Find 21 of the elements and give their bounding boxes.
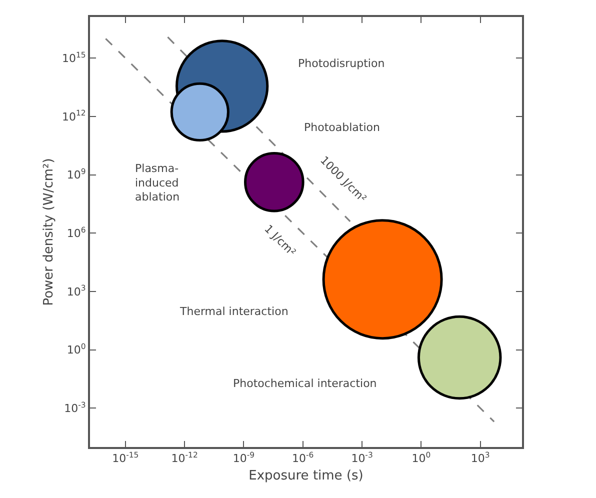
x-tick-label: 10$^{-15}$ [112,450,139,466]
y-tick-label: 10$^{6}$ [66,225,86,240]
y-tick-label: 10$^{-3}$ [64,400,86,415]
annotation: Plasma- induced ablation [135,162,180,204]
x-axis-title: Exposure time (s) [248,468,364,484]
x-tick-label: 10$^{0}$ [412,450,431,466]
x-tick-label: 10$^{3}$ [470,450,490,466]
annotation: Photodisruption [298,57,385,70]
x-tick-label: 10$^{-12}$ [171,450,198,466]
y-tick-label: 10$^{15}$ [62,50,86,65]
y-axis-title: Power density (W/cm²) [41,158,56,306]
x-tick-label: 10$^{-9}$ [232,450,255,466]
x-tick-label: 10$^{-6}$ [292,450,314,466]
y-tick-label: 10$^{3}$ [66,284,86,298]
y-tick-label: 10$^{0}$ [66,342,86,357]
y-tick-label: 10$^{9}$ [66,167,86,182]
y-tick-label: 10$^{12}$ [62,108,86,124]
annotation: Thermal interaction [179,305,288,318]
annotation: Photochemical interaction [233,377,377,390]
x-tick-label: 10$^{-3}$ [351,450,373,466]
annotation: Photoablation [304,121,380,134]
